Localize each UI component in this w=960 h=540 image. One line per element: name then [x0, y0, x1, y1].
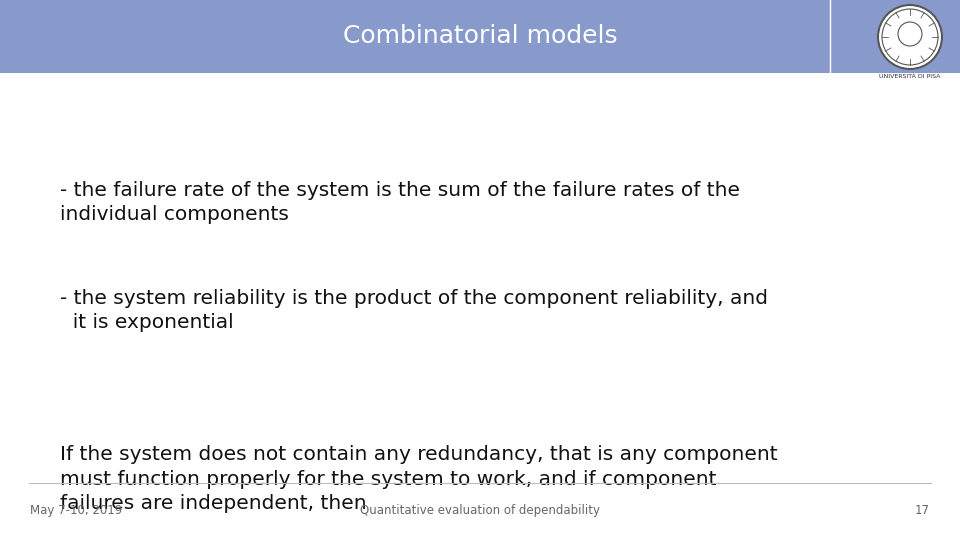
Text: If the system does not contain any redundancy, that is any component
must functi: If the system does not contain any redun…	[60, 446, 778, 513]
Circle shape	[878, 5, 942, 69]
Text: May 7-10, 2019: May 7-10, 2019	[30, 504, 122, 517]
Text: 17: 17	[915, 504, 930, 517]
Text: Quantitative evaluation of dependability: Quantitative evaluation of dependability	[360, 504, 600, 517]
Text: - the failure rate of the system is the sum of the failure rates of the
individu: - the failure rate of the system is the …	[60, 181, 740, 224]
Bar	[0, 0, 960, 73]
Text: UNIVERSITÀ DI PISA: UNIVERSITÀ DI PISA	[879, 74, 941, 79]
Text: - the system reliability is the product of the component reliability, and
  it i: - the system reliability is the product …	[60, 289, 768, 332]
Text: Combinatorial models: Combinatorial models	[343, 24, 617, 49]
